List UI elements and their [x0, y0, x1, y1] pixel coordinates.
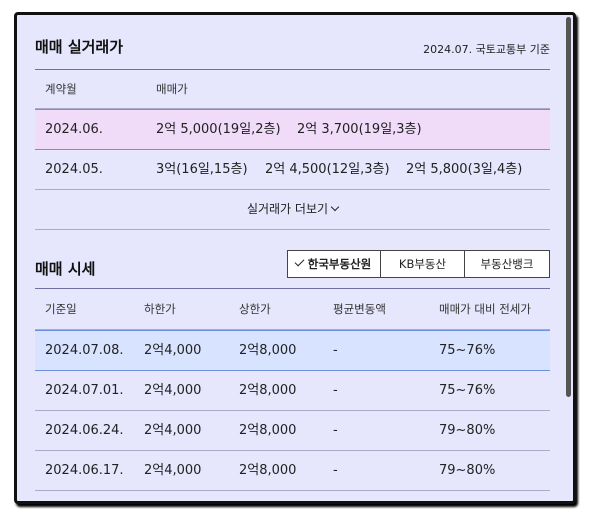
price-panel: 매매 실거래가 2024.07. 국토교통부 기준 계약월 매매가 2024.0…	[14, 12, 576, 504]
col-low-price: 하한가	[144, 302, 176, 316]
market-high: 2억8,000	[239, 463, 297, 478]
market-change: -	[333, 423, 338, 438]
market-high: 2억8,000	[239, 343, 297, 358]
market-ratio: 75~76%	[439, 343, 496, 358]
col-high-price: 상한가	[239, 302, 271, 316]
market-section-header: 매매 시세 한국부동산원 KB부동산 부동산뱅크	[35, 230, 550, 289]
market-date: 2024.07.08.	[45, 343, 124, 358]
market-low: 2억4,000	[144, 343, 202, 358]
trade-row[interactable]: 2024.06. 2억 5,000(19일,2층) 2억 3,700(19일,3…	[35, 109, 550, 150]
tab-real-estate-bank[interactable]: 부동산뱅크	[464, 251, 549, 277]
market-low: 2억4,000	[144, 383, 202, 398]
chevron-down-icon	[330, 202, 340, 212]
market-date: 2024.06.24.	[45, 423, 124, 438]
more-trades-button[interactable]: 실거래가 더보기	[35, 190, 550, 230]
trade-section-title: 매매 실거래가	[35, 38, 124, 56]
trade-deal: 3억(16일,15층)	[156, 162, 248, 177]
market-low: 2억4,000	[144, 423, 202, 438]
source-tabs: 한국부동산원 KB부동산 부동산뱅크	[287, 250, 550, 278]
trade-month: 2024.05.	[45, 162, 103, 177]
tab-kb-real-estate[interactable]: KB부동산	[380, 251, 464, 277]
market-row[interactable]: 2024.06.17. 2억4,000 2억8,000 - 79~80%	[35, 451, 550, 491]
market-high: 2억8,000	[239, 383, 297, 398]
market-table-header: 기준일 하한가 상한가 평균변동액 매매가 대비 전세가	[35, 289, 550, 330]
market-high: 2억8,000	[239, 423, 297, 438]
trade-deal: 2억 5,000(19일,2층)	[156, 122, 281, 137]
check-icon	[294, 256, 305, 267]
trade-row[interactable]: 2024.05. 3억(16일,15층) 2억 4,500(12일,3층) 2억…	[35, 150, 550, 190]
trade-month: 2024.06.	[45, 122, 103, 137]
col-jeonse-ratio: 매매가 대비 전세가	[439, 302, 531, 316]
col-contract-month: 계약월	[45, 82, 77, 96]
trade-section-header: 매매 실거래가 2024.07. 국토교통부 기준	[35, 15, 550, 70]
col-base-date: 기준일	[45, 302, 77, 316]
market-row[interactable]: 2024.07.08. 2억4,000 2억8,000 - 75~76%	[35, 330, 550, 371]
market-change: -	[333, 343, 338, 358]
market-ratio: 79~80%	[439, 423, 496, 438]
trade-deal: 2억 5,800(3일,4층)	[406, 162, 523, 177]
trade-deal: 2억 3,700(19일,3층)	[297, 122, 422, 137]
market-date: 2024.07.01.	[45, 383, 124, 398]
panel-content: 매매 실거래가 2024.07. 국토교통부 기준 계약월 매매가 2024.0…	[35, 15, 550, 491]
more-trades-label: 실거래가 더보기	[246, 202, 329, 216]
trade-source-note: 2024.07. 국토교통부 기준	[423, 43, 550, 56]
market-change: -	[333, 383, 338, 398]
market-change: -	[333, 463, 338, 478]
market-ratio: 79~80%	[439, 463, 496, 478]
col-sale-price: 매매가	[156, 82, 188, 96]
market-date: 2024.06.17.	[45, 463, 124, 478]
tab-korea-real-estate-board[interactable]: 한국부동산원	[288, 251, 380, 277]
market-low: 2억4,000	[144, 463, 202, 478]
trade-deal: 2억 4,500(12일,3층)	[265, 162, 390, 177]
market-ratio: 75~76%	[439, 383, 496, 398]
trade-table-header: 계약월 매매가	[35, 70, 550, 109]
col-avg-change: 평균변동액	[333, 302, 386, 316]
market-row[interactable]: 2024.07.01. 2억4,000 2억8,000 - 75~76%	[35, 371, 550, 411]
market-section-title: 매매 시세	[35, 260, 96, 278]
scrollbar[interactable]	[566, 17, 571, 397]
market-row[interactable]: 2024.06.24. 2억4,000 2억8,000 - 79~80%	[35, 411, 550, 451]
